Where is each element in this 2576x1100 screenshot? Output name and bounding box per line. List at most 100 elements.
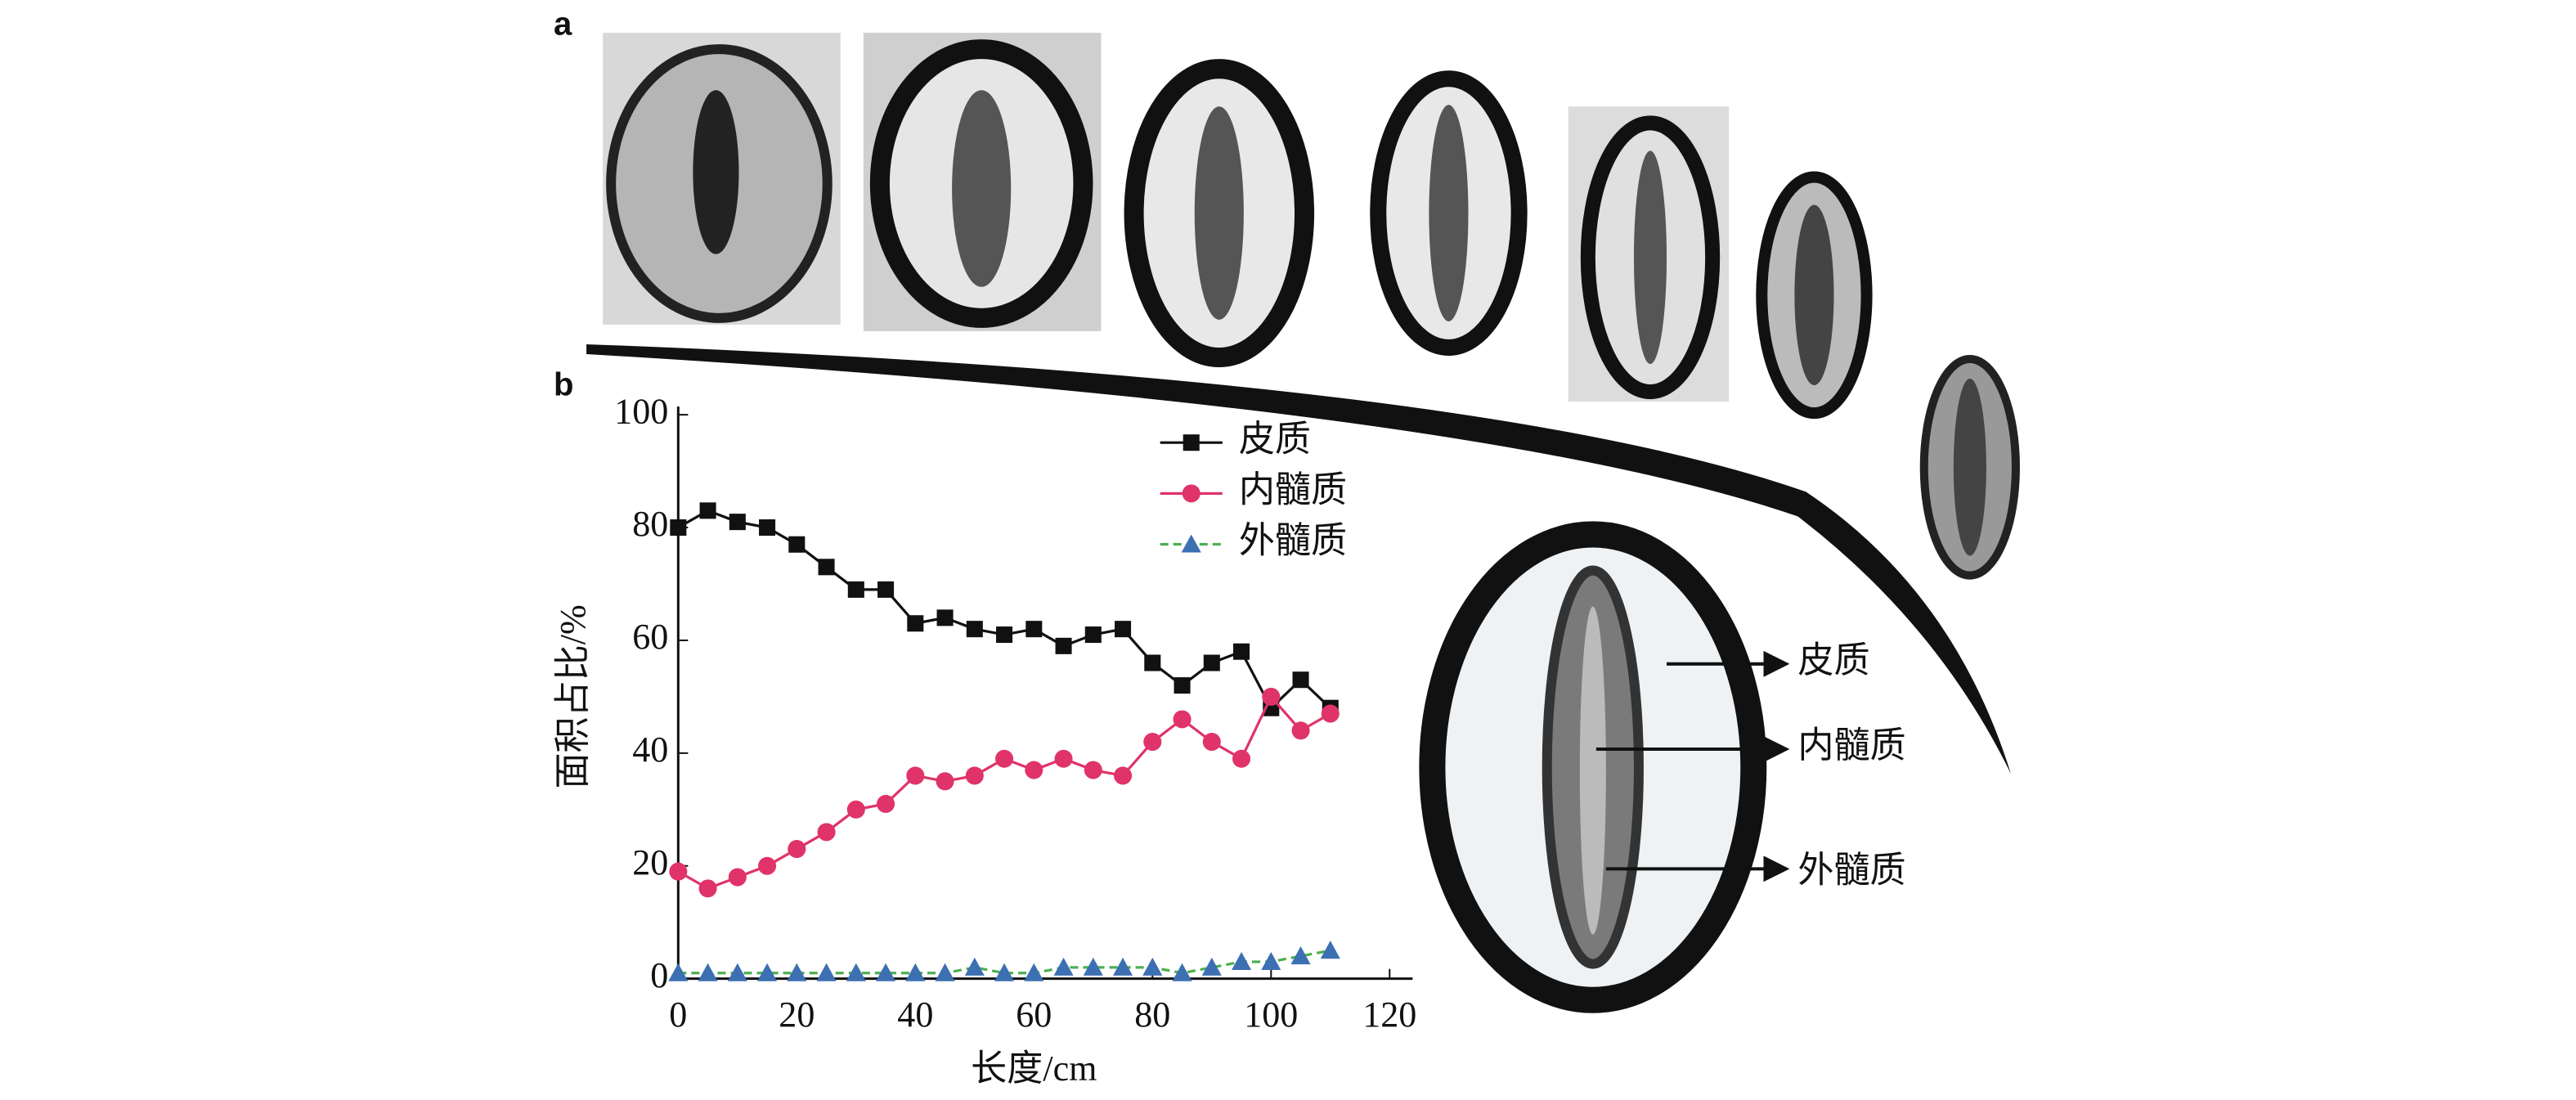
marker (787, 963, 807, 981)
x-tick-label: 80 (1134, 994, 1170, 1035)
marker (699, 502, 716, 519)
marker (669, 862, 688, 881)
marker (698, 963, 718, 981)
marker (670, 519, 687, 537)
marker (936, 772, 954, 791)
inner-medulla (1579, 606, 1606, 935)
marker (788, 840, 806, 859)
marker (1201, 957, 1222, 976)
marker (846, 800, 865, 819)
marker (964, 957, 985, 976)
marker (1203, 654, 1220, 671)
marker (936, 609, 954, 626)
x-tick-label: 120 (1362, 994, 1416, 1035)
marker (757, 963, 778, 981)
marker (1024, 963, 1044, 981)
medulla (1194, 106, 1244, 320)
marker (1232, 749, 1251, 768)
marker (907, 615, 924, 632)
marker (905, 963, 926, 981)
marker (1114, 766, 1133, 785)
legend-label: 皮质 (1239, 419, 1311, 459)
series-line (677, 509, 1331, 711)
marker (1232, 951, 1252, 971)
legend-marker (1181, 534, 1201, 553)
y-tick-label: 60 (632, 617, 668, 657)
marker (1262, 687, 1281, 706)
marker (759, 519, 776, 537)
marker (1144, 654, 1161, 671)
series-line (677, 694, 1331, 891)
medulla (1794, 204, 1834, 386)
medulla (1633, 150, 1667, 364)
legend-marker (1182, 484, 1200, 503)
annotation: 皮质 (1797, 640, 1869, 680)
length-curve (586, 343, 2011, 774)
panel-label: b (554, 367, 573, 403)
marker (728, 868, 747, 887)
x-tick-label: 20 (779, 994, 815, 1035)
marker (758, 856, 777, 875)
marker (1202, 733, 1221, 752)
marker (817, 823, 836, 842)
y-axis-label: 面积占比/% (553, 604, 593, 788)
marker (906, 766, 925, 785)
x-tick-label: 100 (1244, 994, 1298, 1035)
medulla (693, 90, 739, 254)
marker (966, 621, 983, 638)
y-tick-label: 100 (614, 391, 668, 431)
marker (1233, 643, 1250, 660)
marker (668, 963, 689, 981)
y-tick-label: 0 (650, 955, 668, 995)
marker (729, 514, 746, 531)
marker (1084, 626, 1102, 644)
legend-marker (1183, 434, 1200, 451)
x-axis-label: 长度/cm (971, 1048, 1097, 1089)
panel-label: a (554, 7, 572, 43)
marker (1261, 951, 1281, 971)
series-line (678, 949, 1331, 975)
marker (1320, 941, 1340, 959)
y-tick-label: 40 (632, 730, 668, 770)
marker (965, 766, 984, 785)
x-tick-label: 60 (1016, 994, 1052, 1035)
marker (1292, 671, 1309, 689)
x-tick-label: 40 (897, 994, 933, 1035)
marker (1291, 721, 1310, 740)
marker (877, 794, 895, 813)
medulla (1429, 105, 1469, 321)
marker (818, 559, 835, 576)
marker (1113, 957, 1133, 976)
marker (935, 963, 955, 981)
micrographs: a 皮质 内髓质 外髓质 b (554, 7, 2020, 1013)
marker (1055, 637, 1072, 654)
x-tick-label: 0 (669, 994, 687, 1035)
marker (1290, 946, 1311, 965)
marker (996, 626, 1013, 644)
marker (1173, 710, 1192, 729)
y-tick-label: 20 (632, 842, 668, 882)
y-tick-label: 80 (632, 504, 668, 544)
marker (1054, 749, 1073, 768)
annotation: 内髓质 (1797, 725, 1905, 766)
marker (816, 963, 837, 981)
marker (876, 963, 896, 981)
marker (994, 963, 1015, 981)
marker (1053, 957, 1074, 976)
marker (877, 581, 895, 598)
legend-label: 内髓质 (1239, 469, 1347, 510)
marker (846, 963, 866, 981)
marker (1174, 677, 1191, 694)
marker (1025, 761, 1043, 779)
marker (1143, 733, 1162, 752)
marker (727, 963, 747, 981)
marker (1321, 704, 1340, 723)
marker (698, 879, 717, 898)
marker (1083, 957, 1103, 976)
medulla (1953, 379, 1986, 556)
marker (1084, 761, 1102, 779)
marker (1115, 621, 1132, 638)
marker (847, 581, 864, 598)
